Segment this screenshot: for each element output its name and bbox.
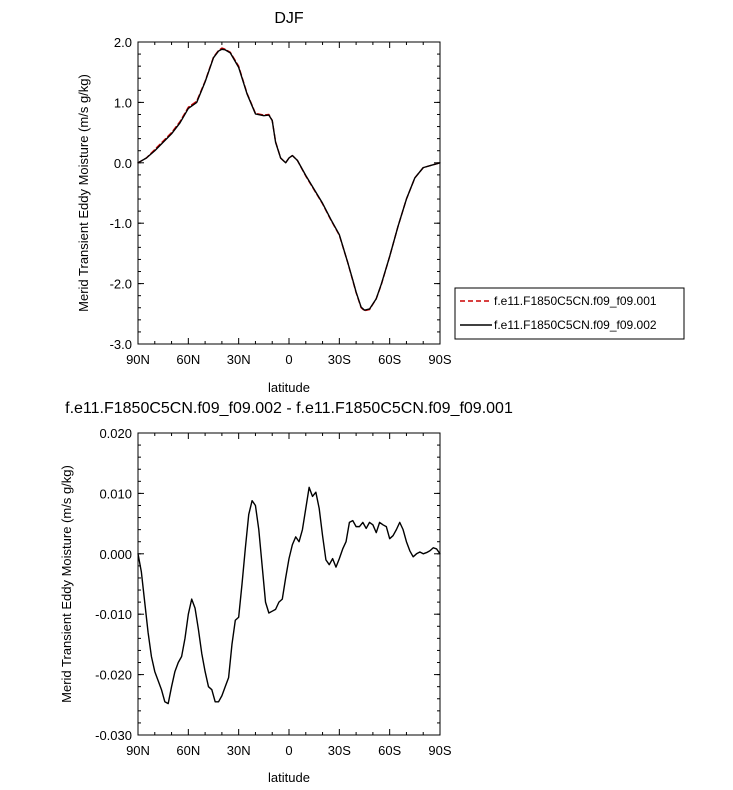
bot-x-tick-label-1: 60N bbox=[176, 743, 200, 758]
top-x-tick-label-4: 30S bbox=[328, 352, 351, 367]
top-x-tick-label-0: 90N bbox=[126, 352, 150, 367]
legend-label-series-1: f.e11.F1850C5CN.f09_f09.001 bbox=[494, 294, 657, 308]
top-x-tick-label-5: 60S bbox=[378, 352, 401, 367]
top-y-tick-label-5: -3.0 bbox=[110, 337, 132, 352]
bot-y-tick-label-4: -0.020 bbox=[95, 668, 132, 683]
top-x-axis-label: latitude bbox=[268, 380, 310, 395]
top-chart-title: DJF bbox=[274, 10, 304, 27]
bottom-x-ticks: 90N 60N 30N 0 30S 60S 90S 0.020 0.010 0.000 -0.010… bbox=[95, 426, 452, 758]
top-series-line-1 bbox=[137, 47, 441, 312]
bottom-plot-frame bbox=[137, 432, 441, 736]
bot-y-tick-label-0: 0.020 bbox=[99, 426, 132, 441]
top-plot-frame bbox=[137, 41, 441, 345]
bottom-x-axis-label: latitude bbox=[268, 770, 310, 785]
top-y-tick-label-2: 0.0 bbox=[114, 156, 132, 171]
bottom-series-group bbox=[137, 486, 441, 705]
top-x-tick-label-2: 30N bbox=[227, 352, 251, 367]
legend-box bbox=[454, 287, 685, 340]
bot-x-tick-label-2: 30N bbox=[227, 743, 251, 758]
legend: f.e11.F1850C5CN.f09_f09.001 f.e11.F1850C… bbox=[454, 287, 685, 340]
top-panel: DJF 90N 60N 30N 0 30S 60S 90S 2.0 1.0 0.0 -1.0 -2.0… bbox=[76, 10, 685, 395]
bottom-y-axis-label: Merid Transient Eddy Moisture (m/s g/kg) bbox=[59, 465, 74, 703]
top-x-tick-label-1: 60N bbox=[176, 352, 200, 367]
bot-x-tick-label-4: 30S bbox=[328, 743, 351, 758]
bot-y-tick-label-5: -0.030 bbox=[95, 728, 132, 743]
bot-y-tick-label-2: 0.000 bbox=[99, 547, 132, 562]
bottom-chart-title: f.e11.F1850C5CN.f09_f09.002 - f.e11.F185… bbox=[65, 400, 513, 417]
top-x-ticks: 90N 60N 30N 0 30S 60S 90S 2.0 1.0 0.0 -1.0 -2.0 -3.0 bbox=[110, 35, 452, 367]
top-y-axis-label: Merid Transient Eddy Moisture (m/s g/kg) bbox=[76, 74, 91, 312]
top-x-tick-label-6: 90S bbox=[428, 352, 451, 367]
bot-y-tick-label-1: 0.010 bbox=[99, 486, 132, 501]
top-y-tick-label-4: -2.0 bbox=[110, 277, 132, 292]
top-y-tick-label-0: 2.0 bbox=[114, 35, 132, 50]
legend-label-series-2: f.e11.F1850C5CN.f09_f09.002 bbox=[494, 318, 657, 332]
bot-x-tick-label-0: 90N bbox=[126, 743, 150, 758]
top-series-group bbox=[137, 47, 441, 312]
bot-x-tick-label-6: 90S bbox=[428, 743, 451, 758]
top-y-tick-label-1: 1.0 bbox=[114, 95, 132, 110]
bot-x-tick-label-3: 0 bbox=[285, 743, 292, 758]
bot-x-tick-label-5: 60S bbox=[378, 743, 401, 758]
top-series-line-2 bbox=[137, 48, 441, 311]
bot-y-tick-label-3: -0.010 bbox=[95, 607, 132, 622]
bottom-panel: f.e11.F1850C5CN.f09_f09.002 - f.e11.F185… bbox=[59, 400, 513, 785]
top-x-tick-label-3: 0 bbox=[285, 352, 292, 367]
top-y-tick-label-3: -1.0 bbox=[110, 216, 132, 231]
bot-series-line-1 bbox=[137, 486, 441, 705]
